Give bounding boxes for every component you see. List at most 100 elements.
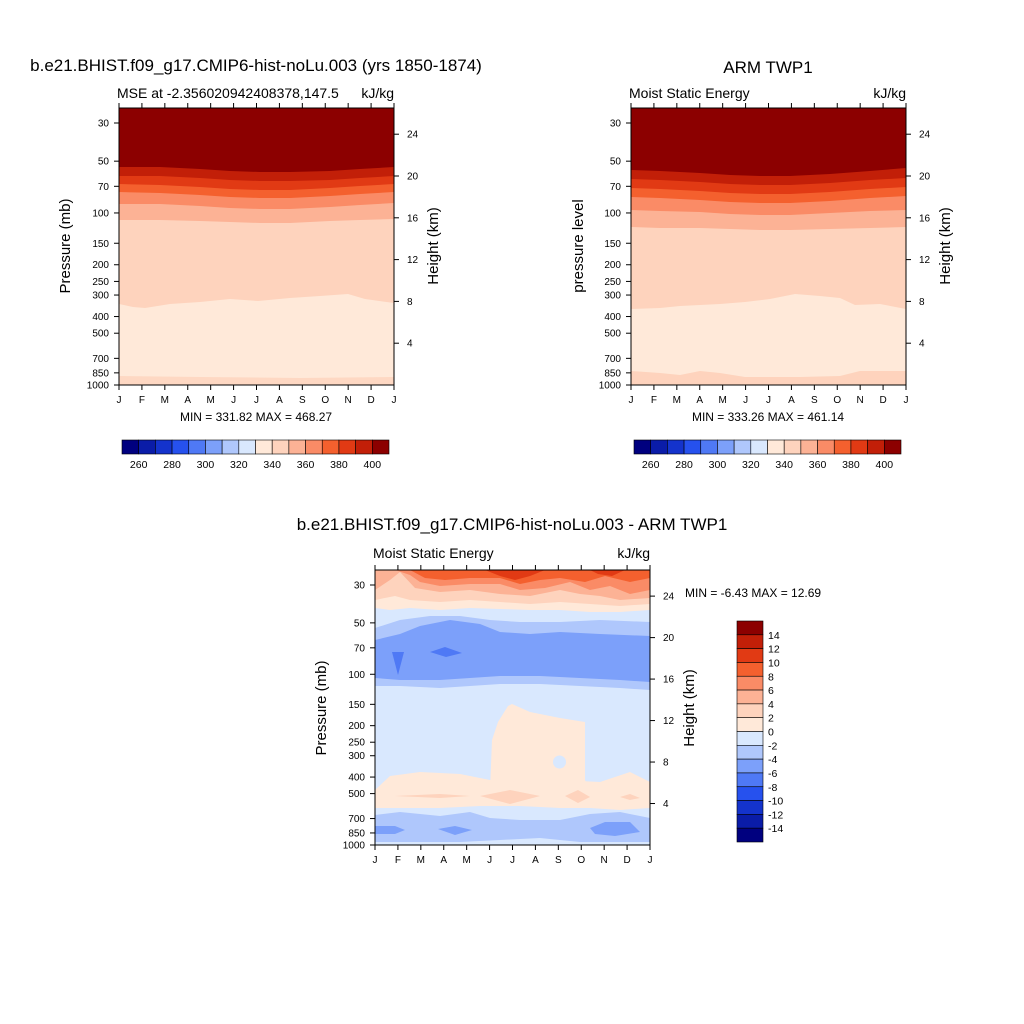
colorbar-swatch bbox=[700, 439, 718, 455]
colorbar-label: 380 bbox=[330, 459, 348, 471]
colorbar-swatch bbox=[121, 439, 139, 455]
month-tick-label: F bbox=[395, 855, 401, 866]
colorbar-label: -10 bbox=[768, 796, 783, 808]
contour-fill bbox=[375, 620, 650, 682]
pressure-tick-label: 500 bbox=[348, 789, 365, 800]
panel-model: b.e21.BHIST.f09_g17.CMIP6-hist-noLu.003 … bbox=[30, 56, 482, 471]
colorbar-swatch bbox=[355, 439, 373, 455]
colorbar-label: 280 bbox=[675, 459, 693, 471]
colorbar-label: 300 bbox=[197, 459, 215, 471]
contour-fill bbox=[485, 570, 545, 580]
month-tick-label: M bbox=[206, 395, 214, 406]
month-tick-label: N bbox=[601, 855, 608, 866]
pressure-tick-label: 400 bbox=[604, 312, 621, 323]
colorbar-label: 340 bbox=[263, 459, 281, 471]
colorbar-swatch bbox=[188, 439, 206, 455]
panel-diff-axes: 30 50 70 100 150 200 250 300 400 500 700 850 1000 24 2… bbox=[343, 565, 675, 866]
height-tick-label: 24 bbox=[407, 130, 419, 141]
colorbar-label: 320 bbox=[230, 459, 248, 471]
pressure-tick-label: 30 bbox=[354, 581, 366, 592]
colorbar-swatch bbox=[205, 439, 223, 455]
colorbar-swatch bbox=[736, 772, 764, 788]
pressure-tick-label: 30 bbox=[98, 119, 110, 130]
colorbar-swatch bbox=[683, 439, 702, 455]
pressure-tick-label: 50 bbox=[98, 157, 110, 168]
height-tick-label: 20 bbox=[919, 172, 931, 183]
colorbar-swatch bbox=[238, 439, 256, 455]
colorbar-swatch bbox=[867, 439, 885, 455]
pressure-tick-label: 50 bbox=[354, 618, 366, 629]
pressure-tick-label: 100 bbox=[348, 670, 365, 681]
pressure-tick-label: 300 bbox=[604, 291, 621, 302]
colorbar-swatch bbox=[736, 745, 764, 760]
height-tick-label: 24 bbox=[663, 592, 675, 603]
contour-fill bbox=[375, 812, 650, 845]
contour-fill bbox=[590, 822, 640, 836]
contour-fill bbox=[430, 647, 462, 657]
colorbar-label: 340 bbox=[775, 459, 793, 471]
month-tick-label: J bbox=[231, 395, 236, 406]
month-tick-label: J bbox=[487, 855, 492, 866]
pressure-tick-label: 400 bbox=[92, 312, 109, 323]
pressure-tick-label: 250 bbox=[348, 738, 365, 749]
colorbar-swatch bbox=[288, 439, 306, 455]
height-tick-label: 12 bbox=[407, 255, 419, 266]
colorbar-swatch bbox=[736, 758, 764, 774]
pressure-tick-label: 100 bbox=[92, 208, 109, 219]
panel-obs-left-label: Moist Static Energy bbox=[629, 85, 750, 101]
month-tick-label: J bbox=[254, 395, 259, 406]
colorbar-model: 260 280 300 320 340 360 380 400 bbox=[121, 439, 390, 471]
pressure-tick-label: 700 bbox=[604, 354, 621, 365]
colorbar-label: 380 bbox=[842, 459, 860, 471]
colorbar-swatch bbox=[767, 439, 785, 455]
month-tick-label: S bbox=[555, 855, 562, 866]
colorbar-swatch bbox=[305, 439, 323, 455]
panel-obs-title: ARM TWP1 bbox=[723, 58, 812, 77]
panel-model-title: b.e21.BHIST.f09_g17.CMIP6-hist-noLu.003 … bbox=[30, 56, 482, 75]
colorbar-swatch bbox=[650, 439, 668, 455]
month-tick-label: M bbox=[718, 395, 726, 406]
colorbar-swatch bbox=[750, 439, 768, 455]
colorbar-swatch bbox=[736, 717, 764, 732]
contour-fill bbox=[490, 704, 590, 790]
panel-diff-ylabel-right: Height (km) bbox=[681, 669, 698, 747]
colorbar-label: -2 bbox=[768, 740, 777, 752]
month-tick-label: D bbox=[367, 395, 374, 406]
month-tick-label: A bbox=[696, 395, 703, 406]
contour-fill bbox=[480, 790, 540, 804]
pressure-tick-label: 70 bbox=[354, 643, 366, 654]
colorbar-swatch bbox=[221, 439, 240, 455]
month-tick-label: O bbox=[321, 395, 329, 406]
colorbar-swatch bbox=[736, 689, 764, 705]
pressure-tick-label: 70 bbox=[98, 182, 110, 193]
height-tick-label: 8 bbox=[407, 297, 413, 308]
panel-obs-axes: 30 50 70 100 150 200 250 300 400 500 700 850 1000 24 2… bbox=[599, 103, 931, 406]
month-tick-label: M bbox=[417, 855, 425, 866]
pressure-tick-label: 850 bbox=[604, 368, 621, 379]
month-tick-label: A bbox=[788, 395, 795, 406]
colorbar-label: -6 bbox=[768, 768, 777, 780]
colorbar-label: 260 bbox=[130, 459, 148, 471]
height-tick-label: 4 bbox=[919, 339, 925, 350]
colorbar-swatch bbox=[171, 439, 190, 455]
colorbar-label: 360 bbox=[809, 459, 827, 471]
height-tick-label: 20 bbox=[663, 633, 675, 644]
panel-diff-ylabel: Pressure (mb) bbox=[313, 660, 330, 755]
month-tick-label: J bbox=[629, 395, 634, 406]
contour-fill bbox=[375, 842, 650, 845]
contour-fill bbox=[631, 108, 906, 176]
colorbar-label: 8 bbox=[768, 671, 774, 683]
month-tick-label: O bbox=[833, 395, 841, 406]
month-tick-label: A bbox=[276, 395, 283, 406]
month-tick-label: F bbox=[139, 395, 145, 406]
contour-fill bbox=[119, 108, 394, 172]
month-tick-label: A bbox=[184, 395, 191, 406]
panel-obs-stats: MIN = 333.26 MAX = 461.14 bbox=[692, 410, 844, 424]
pressure-tick-label: 700 bbox=[92, 354, 109, 365]
month-tick-label: M bbox=[161, 395, 169, 406]
panel-diff-contours bbox=[375, 570, 650, 845]
pressure-tick-label: 1000 bbox=[599, 381, 622, 392]
colorbar-label: 14 bbox=[768, 630, 780, 642]
colorbar-label: 320 bbox=[742, 459, 760, 471]
